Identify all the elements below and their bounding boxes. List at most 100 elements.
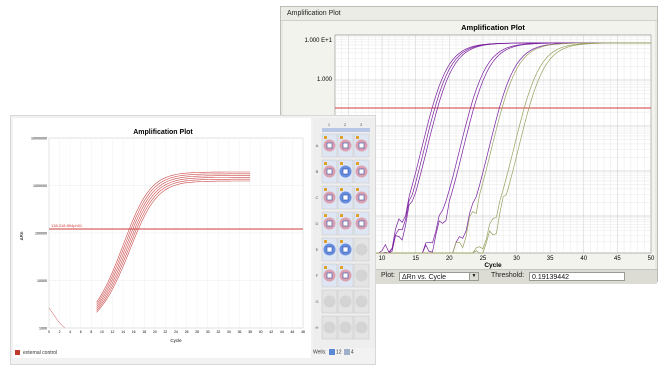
plot-type-value: ΔRn vs. Cycle: [402, 274, 446, 281]
amplification-curve: [382, 42, 651, 254]
wells-label: Wells:: [313, 349, 327, 356]
x-tick: 10: [379, 256, 386, 262]
y-tick-1: 1.000 E+1: [304, 38, 332, 44]
left-x-tick: 6: [80, 330, 82, 334]
left-x-tick: 12: [111, 330, 115, 334]
plate-well[interactable]: [321, 237, 338, 262]
left-y-tick: 10000: [37, 279, 47, 283]
left-x-tick: 46: [291, 330, 295, 334]
threshold-label: Threshold:: [491, 272, 525, 279]
amplification-curve: [96, 178, 251, 311]
left-y-axis-label: ΔRn: [19, 231, 24, 240]
plate-well[interactable]: [337, 185, 354, 210]
plate-well[interactable]: [353, 237, 370, 262]
amplification-curve: [96, 177, 251, 309]
plate-row-label: B: [316, 169, 319, 174]
plate-well[interactable]: [321, 133, 338, 158]
plate-well[interactable]: [321, 289, 338, 314]
left-x-axis-label: Cycle: [170, 338, 182, 343]
plate-col-label: 3: [360, 122, 363, 127]
left-x-tick: 38: [248, 330, 252, 334]
plate-well[interactable]: [337, 263, 354, 288]
left-x-tick: 16: [132, 330, 136, 334]
plate-row-label: H: [316, 325, 319, 330]
plate-well[interactable]: [353, 289, 370, 314]
legend-label: external control: [23, 350, 58, 356]
plot-type-select[interactable]: ΔRn vs. Cycle ▼: [399, 272, 479, 281]
amplification-plot-panel: Amplification Plot 1.000 E+1 1.000 51015…: [283, 21, 655, 269]
left-x-tick: 4: [69, 330, 71, 334]
legend-swatch: [15, 350, 20, 356]
right-chart: Amplification Plot 1.000 E+1 1.000 51015…: [304, 23, 655, 269]
back-window: Amplification Plot Amplification Plot 1.…: [280, 6, 658, 284]
plate-row-label: D: [316, 221, 319, 226]
left-chart-title: Amplification Plot: [133, 129, 193, 136]
plate-well[interactable]: [321, 263, 338, 288]
left-x-tick: 34: [227, 330, 231, 334]
wells-other-icon: [343, 349, 350, 355]
plate-well[interactable]: [337, 289, 354, 314]
left-x-tick: 8: [90, 330, 92, 334]
x-tick: 45: [614, 256, 621, 262]
plate-col-label: 2: [344, 122, 347, 127]
amplification-curve: [96, 171, 251, 303]
amplification-curve: [96, 173, 251, 305]
left-x-tick: 36: [238, 330, 242, 334]
plate-well[interactable]: [321, 159, 338, 184]
wells-count-a: 12: [335, 349, 342, 356]
plate-well[interactable]: [353, 185, 370, 210]
left-x-tick: 22: [164, 330, 168, 334]
plate-layout: 1 2 3 A B C D E F G H: [313, 118, 375, 348]
left-chart: Amplification Plot 138,318.894ph01 10000…: [19, 129, 305, 343]
right-chart-title: Amplification Plot: [461, 23, 525, 32]
x-tick: 25: [480, 256, 487, 262]
plate-well[interactable]: [353, 133, 370, 158]
chart-legend: external control: [15, 350, 57, 356]
plate-row-label: G: [315, 299, 318, 304]
plate-row-label: C: [316, 195, 319, 200]
left-y-tick: 1000000: [33, 184, 47, 188]
y-tick-2: 1.000: [317, 77, 333, 83]
plate-well[interactable]: [337, 237, 354, 262]
plate-well[interactable]: [321, 211, 338, 236]
plate-row-label: F: [316, 273, 319, 278]
left-y-tick: 1000: [39, 327, 47, 331]
x-tick: 15: [412, 256, 419, 262]
plate-grid: 1 2 3 A B C D E F G H: [315, 122, 370, 340]
x-tick: 20: [446, 256, 453, 262]
plate-well[interactable]: [321, 315, 338, 340]
wells-summary: Wells: 12 4: [313, 349, 354, 355]
plate-well[interactable]: [353, 263, 370, 288]
chevron-down-icon[interactable]: ▼: [469, 273, 478, 280]
left-x-tick: 40: [259, 330, 263, 334]
plate-well[interactable]: [337, 133, 354, 158]
plate-well[interactable]: [337, 159, 354, 184]
left-x-tick: 14: [121, 330, 125, 334]
left-y-tick: 100000: [35, 232, 47, 236]
left-x-tick: 20: [153, 330, 157, 334]
left-x-tick: 0: [48, 330, 50, 334]
threshold-input[interactable]: 0.19139442: [529, 272, 625, 281]
left-x-tick: 2: [59, 330, 61, 334]
plate-well[interactable]: [353, 315, 370, 340]
window-title: Amplification Plot: [281, 7, 657, 21]
left-x-tick: 42: [269, 330, 273, 334]
amplification-curve: [96, 180, 251, 313]
plate-well[interactable]: [353, 211, 370, 236]
x-tick: 50: [648, 256, 655, 262]
left-x-tick: 32: [216, 330, 220, 334]
x-tick: 30: [513, 256, 520, 262]
amplification-curve: [96, 175, 251, 307]
plate-row-label: E: [316, 247, 319, 252]
left-y-tick: 10000000: [31, 137, 47, 141]
plate-header-bar: [322, 128, 370, 132]
plate-well[interactable]: [353, 159, 370, 184]
plate-well[interactable]: [337, 315, 354, 340]
plate-well[interactable]: [321, 185, 338, 210]
plate-well[interactable]: [337, 211, 354, 236]
x-axis-label: Cycle: [484, 262, 502, 269]
front-window: Amplification Plot 138,318.894ph01 10000…: [10, 115, 376, 365]
x-tick: 35: [547, 256, 554, 262]
left-x-tick: 26: [185, 330, 189, 334]
left-x-tick: 18: [142, 330, 146, 334]
